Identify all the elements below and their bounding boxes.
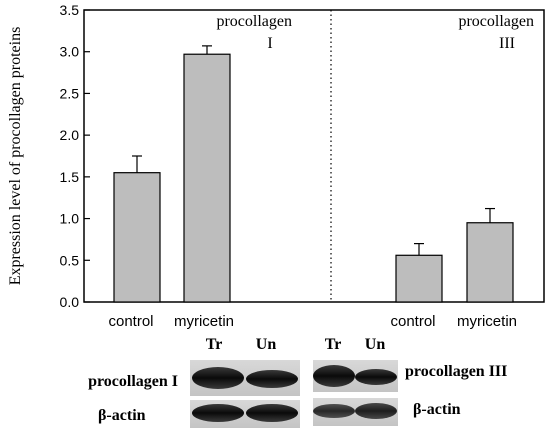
blot-band-procollagen-i-un <box>246 370 298 388</box>
panel-1-label-line2: I <box>267 35 272 52</box>
lane-header-un-1: Un <box>256 336 277 353</box>
y-tick-label: 0.5 <box>60 252 80 268</box>
y-tick-label: 0.0 <box>60 294 80 310</box>
blot-band-actin-left-un <box>246 404 298 422</box>
category-label: myricetin <box>457 313 517 330</box>
blot-band-procollagen-iii-tr <box>313 365 355 387</box>
y-tick-label: 3.0 <box>60 44 80 60</box>
blot-band-actin-right-tr <box>313 404 355 418</box>
panel-2-label-line1: procollagen <box>458 13 534 30</box>
lane-header-un-2: Un <box>365 336 386 353</box>
y-axis-label: Expression level of procollagen proteins <box>7 27 24 286</box>
category-label: control <box>108 313 153 330</box>
y-tick-label: 2.0 <box>60 127 80 143</box>
y-tick-label: 3.5 <box>60 2 80 18</box>
panel-1-label-line1: procollagen <box>216 13 292 30</box>
blot-band-actin-left-tr <box>192 404 244 422</box>
lane-header-tr-2: Tr <box>325 336 342 353</box>
bar-myricetin <box>466 222 514 303</box>
lane-header-tr-1: Tr <box>206 336 223 353</box>
bar-control <box>395 254 443 303</box>
category-label: myricetin <box>174 313 234 330</box>
plot-frame <box>83 9 545 303</box>
blot-label-actin-right: β-actin <box>413 401 461 418</box>
blot-label-procollagen-i: procollagen I <box>88 373 178 390</box>
blot-band-procollagen-iii-un <box>355 369 397 385</box>
bar-myricetin <box>183 53 231 303</box>
y-tick-label: 1.0 <box>60 211 80 227</box>
western-blot: Tr Un Tr Un procollagen I procollagen II… <box>88 336 507 428</box>
blot-band-actin-right-un <box>355 403 397 419</box>
category-label: control <box>390 313 435 330</box>
panel-2-label-line2: III <box>499 35 515 52</box>
blot-label-procollagen-iii: procollagen III <box>405 363 507 380</box>
y-tick-label: 1.5 <box>60 169 80 185</box>
bar-control <box>113 172 161 303</box>
blot-label-actin-left: β-actin <box>98 407 146 424</box>
y-tick-label: 2.5 <box>60 85 80 101</box>
blot-band-procollagen-i-tr <box>192 367 244 389</box>
